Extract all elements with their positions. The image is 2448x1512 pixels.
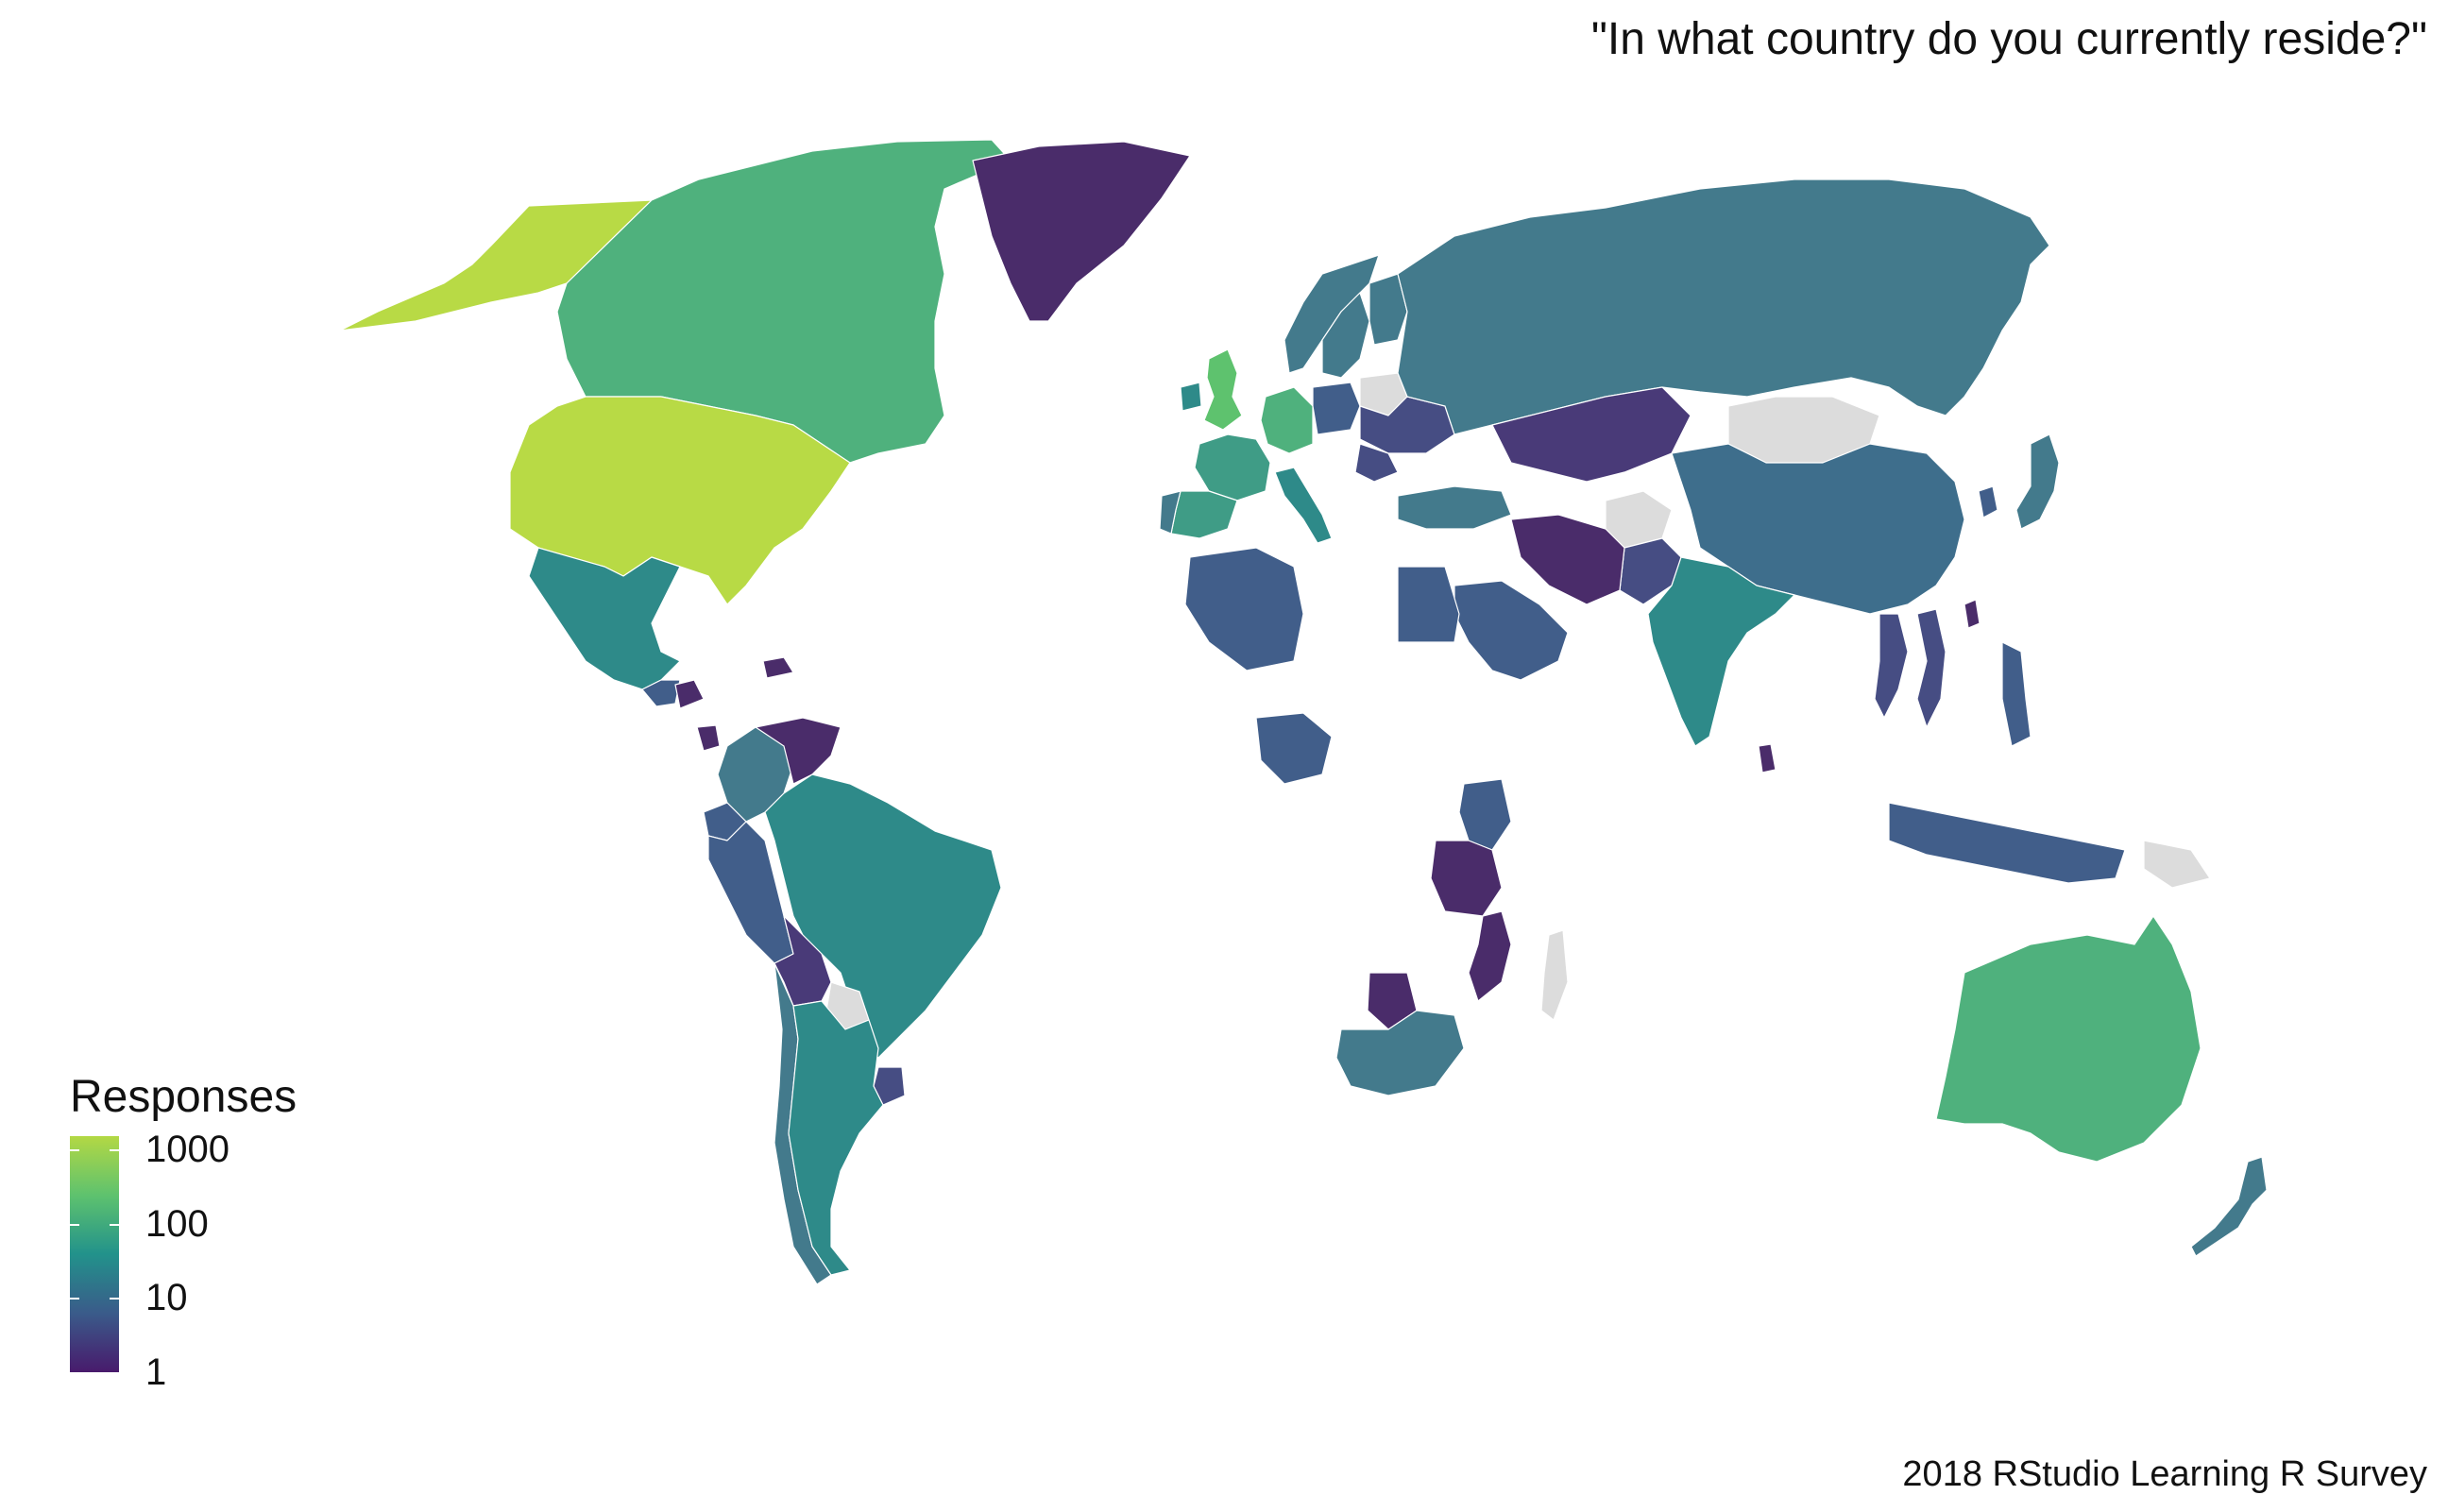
map-caption: 2018 RStudio Learning R Survey [1902, 1454, 2427, 1494]
country-sri-lanka [1758, 743, 1776, 773]
legend-label-1: 100 [145, 1202, 209, 1245]
country-china [1671, 443, 1965, 615]
country-mozambique [1468, 910, 1512, 1002]
country-portugal [1159, 490, 1182, 535]
country-sweden [1321, 292, 1370, 379]
country-japan [2015, 433, 2060, 530]
country-new-zealand [2190, 1156, 2268, 1257]
country-alaska [339, 199, 653, 331]
country-costa-rica [696, 724, 721, 752]
country-australia [1935, 915, 2202, 1163]
country-south-korea [1978, 485, 1998, 518]
country-turkey [1397, 485, 1512, 530]
country-iran [1510, 514, 1625, 605]
country-thailand [1874, 613, 1909, 719]
country-saudi-arabia [1454, 580, 1569, 681]
country-tanzania [1430, 840, 1503, 917]
country-germany [1260, 386, 1314, 454]
country-argentina [788, 1000, 884, 1276]
country-poland [1312, 382, 1361, 435]
country-egypt [1397, 566, 1460, 643]
country-ireland [1180, 382, 1202, 412]
country-spain [1170, 490, 1238, 539]
country-france [1194, 433, 1271, 501]
legend: Responses 1000 100 10 1 [70, 1071, 334, 1391]
country-brazil [764, 773, 1002, 1059]
country-indonesia [1888, 802, 2126, 884]
country-nigeria [1255, 712, 1333, 785]
country-algeria [1184, 547, 1304, 671]
country-romania [1354, 443, 1399, 483]
map-title: "In what country do you currently reside… [1590, 14, 2427, 64]
country-united-kingdom [1203, 348, 1243, 431]
country-papua-new-guinea [2143, 840, 2211, 889]
legend-title: Responses [70, 1072, 298, 1122]
country-mexico [528, 547, 681, 690]
legend-colorbar [70, 1136, 119, 1372]
country-kenya [1458, 778, 1512, 851]
country-greenland [972, 141, 1191, 322]
country-taiwan [1964, 599, 1980, 629]
country-italy [1274, 467, 1333, 544]
country-russia [1397, 178, 2050, 435]
country-united-states [509, 396, 851, 605]
legend-body: 1000 100 10 1 [70, 1130, 334, 1393]
country-madagascar [1540, 929, 1569, 1021]
country-philippines [2001, 641, 2032, 747]
country-dominican-republic [762, 656, 794, 679]
country-kazakhstan [1491, 386, 1692, 483]
country-india [1647, 556, 1795, 747]
legend-label-0: 1000 [145, 1128, 230, 1170]
legend-label-3: 1 [145, 1351, 167, 1393]
legend-label-2: 10 [145, 1277, 188, 1319]
country-south-africa [1335, 1010, 1465, 1096]
country-vietnam [1916, 608, 1946, 728]
country-venezuela [755, 717, 842, 785]
country-honduras [674, 679, 705, 709]
